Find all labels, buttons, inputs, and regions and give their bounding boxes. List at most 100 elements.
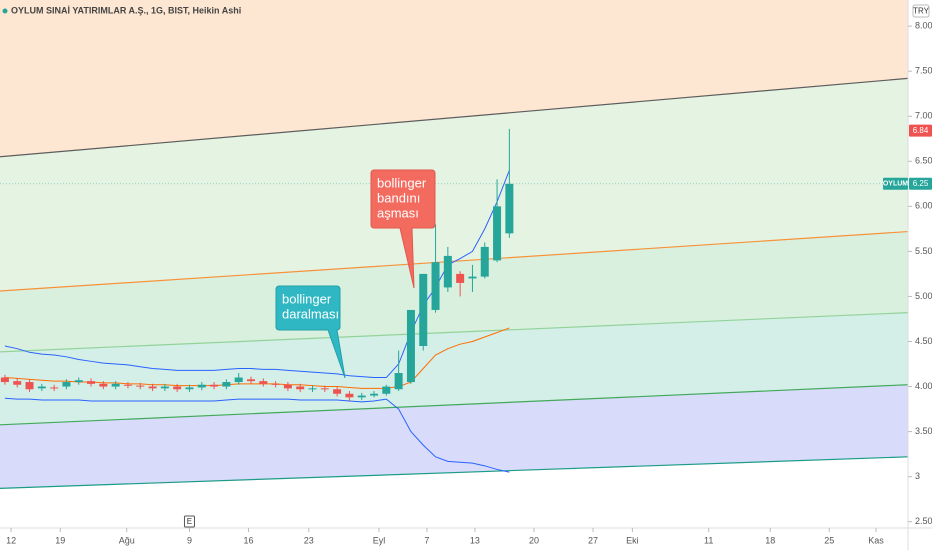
candle-body <box>419 273 428 346</box>
candle-body <box>283 384 292 389</box>
symbol-label: OYLUM <box>883 181 908 188</box>
channel-line <box>0 456 909 489</box>
channel-line <box>0 77 909 158</box>
status-dot <box>2 8 8 14</box>
candle-body <box>320 388 329 390</box>
y-tick-label: 6.00 <box>915 201 932 211</box>
candle-body <box>50 387 59 389</box>
x-tick-label: 7 <box>424 535 429 545</box>
candle-body <box>456 273 465 283</box>
x-tick-label: 23 <box>304 535 314 545</box>
y-tick-label: 5.50 <box>915 246 932 256</box>
callout-text: bollinger <box>282 291 332 306</box>
candle-body <box>37 386 46 389</box>
x-tick-label: 19 <box>55 535 65 545</box>
x-tick-label: 11 <box>704 535 713 545</box>
candle-body <box>148 386 157 389</box>
y-tick-label: 2.50 <box>915 516 932 526</box>
candle-body <box>468 276 477 279</box>
y-tick-label: 8.00 <box>915 21 932 31</box>
candle-body <box>505 183 514 234</box>
candle-body <box>160 386 169 389</box>
candle-body <box>370 393 379 396</box>
channel-line <box>0 312 909 353</box>
y-tick-label: 4.50 <box>915 336 932 346</box>
symbol-label-box <box>883 177 908 190</box>
high-label: 6.84 <box>913 126 929 135</box>
y-tick-label: 3 <box>915 471 920 481</box>
candle-body <box>259 381 268 384</box>
earnings-label: E <box>187 517 192 526</box>
candle-body <box>25 382 34 390</box>
x-tick-label: 9 <box>187 535 192 545</box>
x-tick-label: 27 <box>588 535 598 545</box>
high-label-box <box>909 124 932 137</box>
callout-box <box>275 285 346 379</box>
candle-body <box>136 385 145 387</box>
callout-box <box>370 169 436 289</box>
x-tick-label: Eyl <box>373 535 386 545</box>
y-tick-label: 3.50 <box>915 426 932 436</box>
last-price-label: 6.25 <box>913 179 929 188</box>
candle-body <box>111 383 120 387</box>
candle-body <box>357 395 366 398</box>
y-tick-label: 4.00 <box>915 381 932 391</box>
callout-text: bollinger <box>377 175 427 190</box>
candle-body <box>234 377 243 383</box>
x-tick-label: 18 <box>765 535 775 545</box>
x-tick-label: Ağu <box>119 535 135 545</box>
candle-body <box>431 262 440 310</box>
candle-body <box>493 206 502 261</box>
candle-body <box>246 379 255 382</box>
last-price-box <box>909 177 932 190</box>
candle-body <box>62 382 71 387</box>
y-tick-label: 7.50 <box>915 66 932 76</box>
candle-body <box>99 383 108 387</box>
x-tick-label: 13 <box>470 535 480 545</box>
candle-body <box>308 388 317 390</box>
x-tick-label: Eki <box>626 535 639 545</box>
channel-zone <box>0 384 908 489</box>
callout-text: bandını <box>377 190 420 205</box>
channel-line <box>0 384 909 426</box>
chart-title: OYLUM SINAİ YATIRIMLAR A.Ş., 1G, BIST, H… <box>11 5 241 15</box>
candle-body <box>333 389 342 394</box>
candle-body <box>382 386 391 394</box>
candle-body <box>197 384 206 388</box>
callout: bollinger bandını aşması <box>370 169 436 289</box>
candle-body <box>394 373 403 390</box>
y-tick-label: 6.50 <box>915 156 932 166</box>
x-tick-label: 16 <box>244 535 254 545</box>
candle-body <box>210 384 219 387</box>
earnings-box <box>183 515 195 528</box>
candle-body <box>271 383 280 385</box>
callout-text: daralması <box>282 306 339 321</box>
candle-body <box>123 384 132 386</box>
candle-body <box>443 255 452 288</box>
callout: bollinger daralması <box>275 285 346 379</box>
x-tick-label: Kas <box>868 535 884 545</box>
candle-body <box>13 381 22 385</box>
channel-zone <box>0 231 908 352</box>
candle-body <box>296 386 305 390</box>
candle-body <box>480 246 489 277</box>
channel-zone <box>0 78 908 292</box>
y-tick-label: 5.00 <box>915 291 932 301</box>
candle-body <box>87 381 96 384</box>
candle-body <box>0 377 9 383</box>
channel-zone <box>0 0 908 157</box>
currency: TRY <box>913 7 930 16</box>
x-tick-label: 12 <box>6 535 16 545</box>
candle-body <box>222 382 231 387</box>
x-tick-label: 20 <box>529 535 539 545</box>
candle-body <box>185 387 194 390</box>
channel-zone <box>0 312 908 425</box>
currency-box <box>912 4 930 18</box>
candle-body <box>74 380 83 383</box>
y-tick-label: 7.00 <box>915 111 932 121</box>
candle-body <box>173 386 182 390</box>
candle-body <box>345 393 354 398</box>
candle-body <box>406 309 415 383</box>
x-tick-label: 25 <box>824 535 834 545</box>
